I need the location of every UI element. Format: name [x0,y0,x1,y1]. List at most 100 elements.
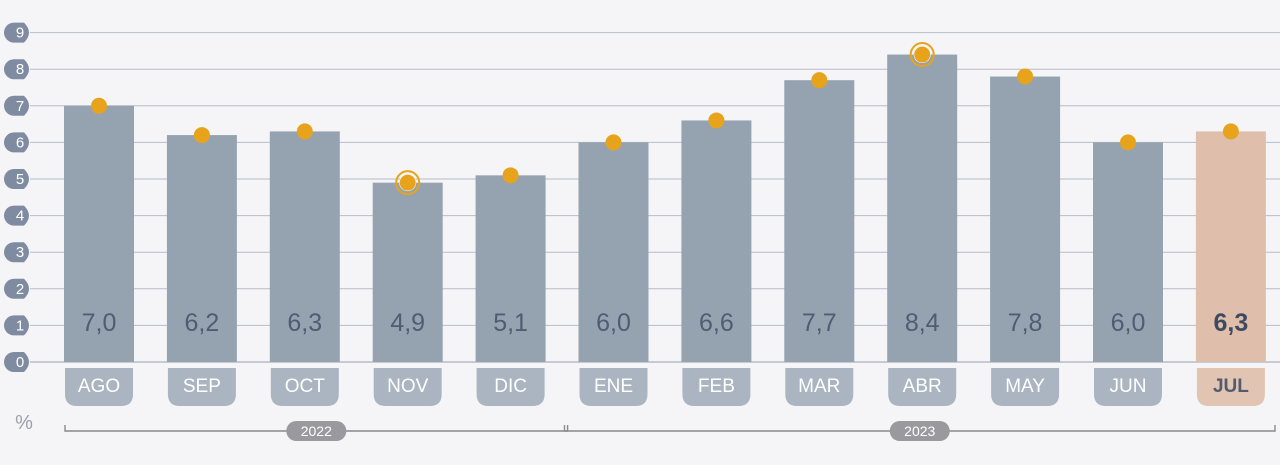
marker-may [1017,68,1034,85]
y-tick-label: 2 [16,281,24,298]
category-badge [785,368,854,406]
category-may: MAY [991,368,1060,406]
bar-jul [1195,131,1266,362]
bar-dic [475,175,546,362]
year-badge [889,421,950,441]
value-label-jun: 6,0 [1111,309,1146,337]
marker-ago [91,97,107,114]
value-labels: 7,0 6,2 6,3 4,9 5,1 6,0 6,6 7,7 8,4 7,8 6,0 6,3 [82,309,1249,337]
category-oct: OCT [270,368,339,406]
value-label-nov: 4,9 [390,309,425,337]
category-label: ENE [594,376,633,397]
category-label: JUN [1110,376,1147,397]
category-abr: ABR [888,368,957,406]
category-ago: AGO [65,368,133,406]
category-label: FEB [698,376,735,397]
year-badge [286,421,347,441]
bar-oct [269,131,340,362]
y-tick-label: 7 [16,98,24,115]
year-brackets: 2022 2023 [64,421,1276,441]
y-tick-badge [3,59,30,80]
marker-jun [1120,134,1136,151]
category-badge [476,368,545,406]
y-axis-unit-label: % [15,412,33,434]
y-tick-badge [3,278,29,299]
bar-may [990,76,1061,363]
category-labels: AGO SEP OCT NOV DIC ENE FEB MAR ABR MAY JUN JUL [65,368,1265,406]
category-label: MAR [798,376,840,397]
category-dic: DIC [476,368,545,406]
y-tick-label: 0 [16,354,24,371]
y-tick-label: 3 [16,244,24,261]
y-tick-badge [3,132,29,153]
value-label-abr: 8,4 [905,309,940,337]
grid-lines [30,32,1280,363]
year-bracket-2023: 2023 [563,421,1276,441]
y-tick-label: 9 [16,25,24,42]
category-label: MAY [1005,376,1045,397]
bar-mar [784,80,855,363]
category-mar: MAR [785,368,854,406]
marker-feb [708,112,725,129]
category-badge [167,368,236,406]
marker-sep [193,127,210,144]
marker-abr [914,46,931,63]
y-tick: 6 [3,132,29,153]
value-label-may: 7,8 [1008,309,1043,337]
bar-nov [372,182,443,362]
y-tick-badge [4,169,29,189]
category-nov: NOV [373,368,442,406]
value-label-jul: 6,3 [1214,309,1249,337]
category-badge [65,368,133,406]
value-label-sep: 6,2 [185,309,220,337]
bar-feb [681,120,752,362]
y-tick-badge [3,242,30,263]
value-label-mar: 7,7 [802,309,837,337]
y-tick-badge [3,95,29,116]
category-badge [1196,368,1265,406]
y-tick-label: 6 [16,134,24,151]
marker-nov [399,174,416,191]
y-tick-label: 4 [16,208,24,225]
y-tick-badge [3,315,29,336]
y-tick-label: 5 [16,171,24,188]
category-label: DIC [494,376,527,397]
category-label: ABR [903,376,942,397]
marker-ene [605,134,622,151]
bar-ago [64,105,134,363]
category-badge [579,368,648,406]
y-tick: 1 [3,315,29,336]
category-feb: FEB [682,368,751,406]
y-tick: 4 [3,205,29,226]
marker-mar [811,72,828,89]
markers [91,42,1239,196]
category-badge [888,368,957,406]
y-tick: 5 [4,169,29,189]
marker-oct [296,123,313,140]
y-tick-badge [3,205,29,226]
value-label-ene: 6,0 [596,309,631,337]
value-label-oct: 6,3 [287,309,322,337]
y-tick-badge [4,352,29,372]
category-badge [682,368,751,406]
y-axis-ticks: 0 1 2 3 4 5 6 7 8 9 [3,22,30,372]
year-bracket-2022: 2022 [64,421,569,441]
marker-ring-abr [909,42,935,68]
category-label: AGO [78,376,120,397]
y-tick: 8 [3,59,30,80]
bar-ene [578,142,649,362]
value-label-dic: 5,1 [493,309,528,337]
bars [64,54,1266,363]
y-tick: 9 [3,22,29,43]
marker-dic [502,167,519,184]
category-jun: JUN [1094,368,1162,406]
year-label: 2022 [301,423,332,439]
category-label: SEP [183,376,221,397]
y-tick: 0 [4,352,29,372]
category-badge [373,368,442,406]
category-badge [1094,368,1162,406]
marker-ring-nov [395,170,421,196]
category-label: JUL [1213,376,1249,397]
bar-jun [1093,142,1163,362]
bar-sep [166,135,237,362]
